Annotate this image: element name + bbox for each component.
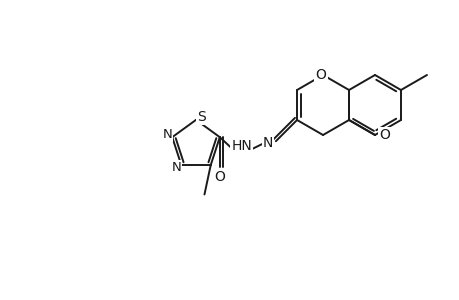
Text: N: N <box>262 136 273 150</box>
Text: N: N <box>162 128 172 141</box>
Text: O: O <box>315 68 326 82</box>
Text: S: S <box>196 110 205 124</box>
Text: HN: HN <box>231 139 252 153</box>
Text: O: O <box>379 128 390 142</box>
Text: O: O <box>214 170 225 184</box>
Text: N: N <box>171 160 181 174</box>
